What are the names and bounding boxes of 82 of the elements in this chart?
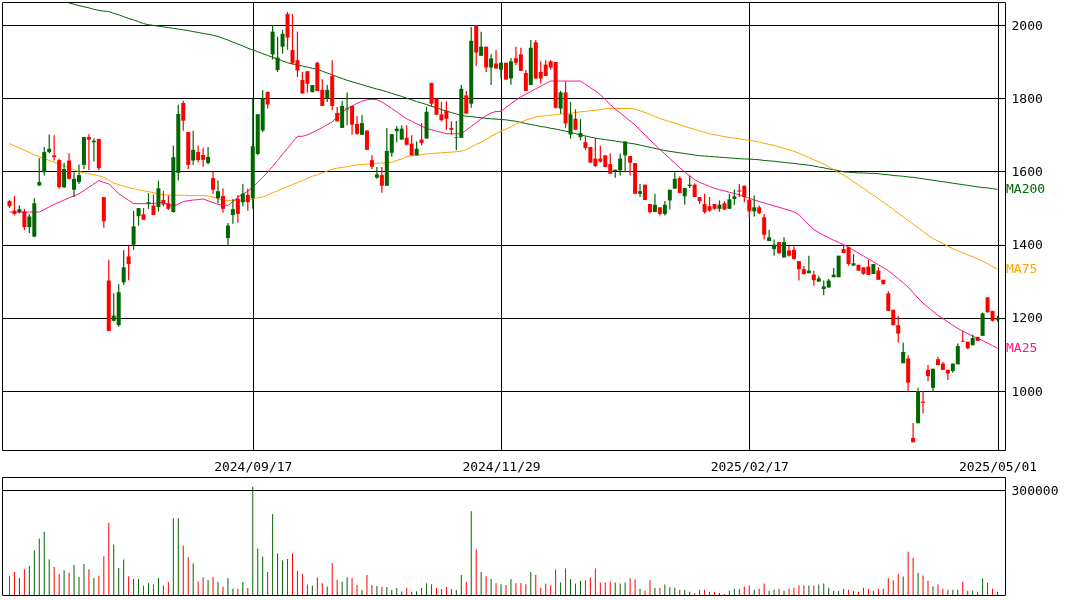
candlestick: [479, 31, 484, 57]
candlestick: [578, 118, 583, 141]
candlestick: [558, 90, 563, 115]
candlestick: [52, 134, 57, 162]
candlestick: [508, 57, 513, 86]
y-tick-label: 1000: [1011, 383, 1043, 399]
candlestick: [280, 29, 285, 55]
candlestick: [47, 133, 52, 154]
candlestick: [340, 100, 345, 129]
candlestick: [518, 47, 523, 72]
candlestick: [752, 195, 757, 218]
candlestick: [126, 245, 131, 281]
candlestick: [846, 246, 851, 267]
candlestick: [275, 36, 280, 73]
candlestick: [523, 69, 528, 92]
candlestick: [747, 198, 752, 218]
series-label: MA75: [1006, 261, 1038, 277]
candlestick: [131, 210, 136, 251]
candlestick: [364, 129, 369, 151]
y-tick-label: 1200: [1011, 310, 1043, 326]
candlestick: [270, 24, 275, 61]
candlestick: [379, 166, 384, 194]
candlestick: [921, 390, 926, 414]
y-tick-label: 300000: [1011, 482, 1059, 498]
candlestick: [42, 146, 47, 177]
series-label: MA200: [1006, 181, 1046, 197]
candlestick: [62, 162, 67, 189]
candlestick: [220, 187, 225, 214]
x-tick-label: 2024/09/17: [214, 458, 293, 474]
candlestick: [762, 213, 767, 241]
candlestick: [216, 180, 221, 204]
candlestick: [464, 90, 469, 115]
candlestick: [290, 13, 295, 66]
x-tick-label: 2025/05/01: [958, 458, 1038, 474]
candlestick: [767, 229, 772, 242]
y-tick-label: 1600: [1011, 163, 1043, 179]
candlestick: [494, 49, 499, 70]
candlestick: [191, 130, 196, 166]
candlestick: [628, 155, 633, 177]
candlestick: [419, 122, 424, 147]
candlestick: [67, 152, 72, 181]
candlestick: [285, 11, 290, 51]
candlestick: [240, 183, 245, 207]
candlestick: [37, 157, 42, 187]
candlestick: [12, 195, 17, 216]
candlestick: [638, 183, 643, 198]
candlestick: [86, 133, 91, 171]
y-tick-label: 1400: [1011, 237, 1043, 253]
candlestick: [896, 315, 901, 343]
candlestick: [374, 166, 379, 180]
candlestick: [489, 53, 494, 86]
candlestick: [623, 140, 628, 173]
candlestick: [484, 46, 489, 73]
candlestick: [980, 311, 985, 337]
candlestick: [211, 170, 216, 195]
candlestick: [156, 180, 161, 213]
x-tick-label: 2025/02/17: [710, 458, 789, 474]
series-label: MA25: [1006, 340, 1038, 356]
candlestick: [945, 369, 950, 381]
candlestick: [245, 188, 250, 212]
candlestick: [181, 100, 186, 132]
candlestick: [72, 171, 77, 198]
line-series: [8, 108, 999, 270]
candlestick: [796, 260, 801, 282]
line-series: [68, 2, 999, 190]
x-tick-label: 2024/11/29: [462, 458, 541, 474]
candlestick: [618, 152, 623, 177]
y-tick-label: 1800: [1011, 90, 1043, 106]
candlestick: [235, 194, 240, 224]
candlestick: [573, 108, 578, 131]
candlestick: [206, 146, 211, 165]
line-series: [8, 80, 999, 349]
candlestick: [230, 198, 235, 225]
candlestick: [121, 249, 126, 286]
candlestick: [360, 114, 364, 136]
candlestick: [350, 105, 355, 136]
candlestick: [568, 101, 573, 140]
candlestick: [926, 364, 931, 382]
y-tick-label: 2000: [1011, 17, 1043, 33]
candlestick: [300, 71, 305, 95]
candlestick: [22, 208, 27, 231]
candlestick: [225, 222, 230, 246]
